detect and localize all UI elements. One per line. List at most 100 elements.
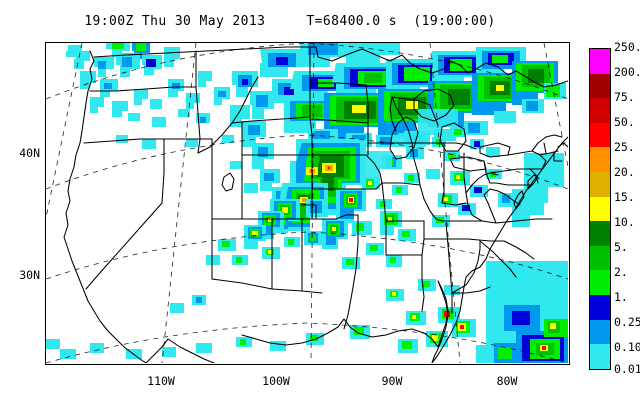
border-or-ca	[83, 138, 165, 144]
lake-michigan	[389, 116, 419, 160]
border-nc-va	[495, 218, 553, 224]
border-tn-south	[423, 238, 505, 242]
border-tx-panhandle	[301, 204, 317, 220]
border-ga-fl	[451, 286, 491, 294]
lat-line-50n	[46, 43, 568, 100]
colorbar-tick-label: 2.	[614, 265, 628, 279]
border-mi-up	[391, 96, 431, 106]
map-canvas	[46, 43, 568, 363]
border-ca-nv	[161, 138, 165, 204]
x-tick-label-100w: 100W	[262, 374, 290, 388]
colorbar-tick-label: 200.	[614, 65, 640, 79]
coastline-florida-east	[431, 266, 481, 363]
colorbar-tick-label: 50.	[614, 115, 635, 129]
border-in-oh	[463, 152, 467, 194]
colorbar-tick-label: 1.	[614, 290, 628, 304]
lake-erie	[449, 156, 487, 172]
chesapeake-bay	[513, 190, 525, 210]
border-mo-ks-ok	[381, 182, 387, 222]
border-ma-nh	[539, 150, 559, 156]
border-ne-ia	[365, 154, 383, 184]
border-id-wy	[231, 120, 253, 124]
lake-superior	[413, 88, 455, 122]
border-il-in	[441, 142, 445, 204]
colorbar-segment	[590, 122, 610, 148]
coastline-mexico	[167, 338, 215, 363]
border-ca-nv-diag	[85, 202, 163, 290]
precip-kansas-oklahoma-severe	[170, 139, 366, 313]
border-wy-east	[309, 116, 313, 156]
border-pa-ny	[489, 168, 531, 174]
colorbar-segment	[590, 196, 610, 222]
border-va-wv	[483, 188, 521, 224]
border-ct-ri	[553, 152, 563, 162]
cape-cod	[557, 142, 568, 148]
border-canada-lakes	[315, 46, 568, 88]
precip-atlantic-offshore	[476, 261, 568, 363]
border-al-ga	[451, 240, 481, 294]
colorbar-segment	[590, 73, 610, 99]
precip-great-lakes	[348, 109, 500, 209]
x-tick-label-80w: 80W	[496, 374, 518, 388]
border-ia-mo	[381, 182, 421, 186]
lat-line-20n	[46, 322, 568, 363]
x-tick-label-90w: 90W	[381, 374, 403, 388]
colorbar-segment	[590, 49, 610, 74]
coastline-baja	[145, 338, 169, 363]
border-new-england	[531, 134, 563, 152]
y-tick-label-40n: 40N	[19, 146, 40, 160]
lon-line-110w	[161, 43, 197, 363]
border-mi-up-east	[429, 104, 439, 126]
coastline-gulf	[241, 280, 449, 348]
border-ms-al	[445, 222, 453, 314]
border-ar-ms	[421, 220, 425, 256]
border-il-mo	[419, 184, 443, 222]
colorbar-tick-label: 0.10	[614, 340, 640, 354]
colorbar-tick-label: 250.	[614, 40, 640, 54]
border-mt-wy	[251, 116, 311, 122]
border-mn-wi	[391, 96, 413, 144]
colorbar-segment	[590, 221, 610, 246]
border-canada-west	[93, 46, 317, 58]
colorbar-segment	[590, 319, 610, 345]
colorbar-tick-label: 0.01	[614, 362, 640, 376]
border-ks-mo	[363, 182, 383, 190]
lon-line-80w	[543, 43, 568, 169]
precip-southeast-gulf	[46, 279, 476, 359]
border-la-ms	[421, 254, 425, 312]
border-mi-in-oh	[443, 142, 477, 150]
precipitation-field	[46, 43, 568, 363]
border-sc-nc	[503, 240, 535, 260]
border-wv-ky	[465, 192, 483, 222]
coastline-florida-west	[431, 280, 449, 363]
border-wa-or	[89, 86, 197, 92]
border-ky-tn	[441, 220, 497, 224]
great-salt-lake	[221, 172, 235, 192]
x-tick-label-110w: 110W	[147, 374, 175, 388]
border-nd-mn	[365, 84, 369, 124]
colorbar-tick-label: 20.	[614, 165, 635, 179]
border-in-ky	[441, 202, 467, 206]
border-vt-nh	[543, 142, 547, 154]
coastline-east	[479, 136, 568, 268]
precip-mississippi-valley	[304, 189, 416, 269]
colorbar-segment	[590, 98, 610, 123]
colorbar-segment	[590, 171, 610, 197]
border-sd-ne	[311, 118, 369, 124]
border-id-west	[195, 50, 201, 154]
colorbar-segment	[590, 245, 610, 271]
map-plot-area[interactable]	[45, 42, 570, 365]
border-nd-sd	[309, 82, 367, 86]
precip-pacific-northwest	[66, 43, 230, 149]
colorbar-segment	[590, 270, 610, 295]
colorbar[interactable]	[589, 48, 611, 370]
border-wi-mi	[389, 96, 397, 132]
y-tick-label-30n: 30N	[19, 268, 40, 282]
border-tx-east	[343, 214, 359, 330]
figure-title: 19:00Z Thu 30 May 2013 T=68400.0 s (19:0…	[84, 14, 496, 29]
map-boundaries	[63, 46, 568, 363]
lon-line-120w	[46, 43, 83, 220]
colorbar-segment	[590, 294, 610, 320]
colorbar-tick-label: 15.	[614, 190, 635, 204]
